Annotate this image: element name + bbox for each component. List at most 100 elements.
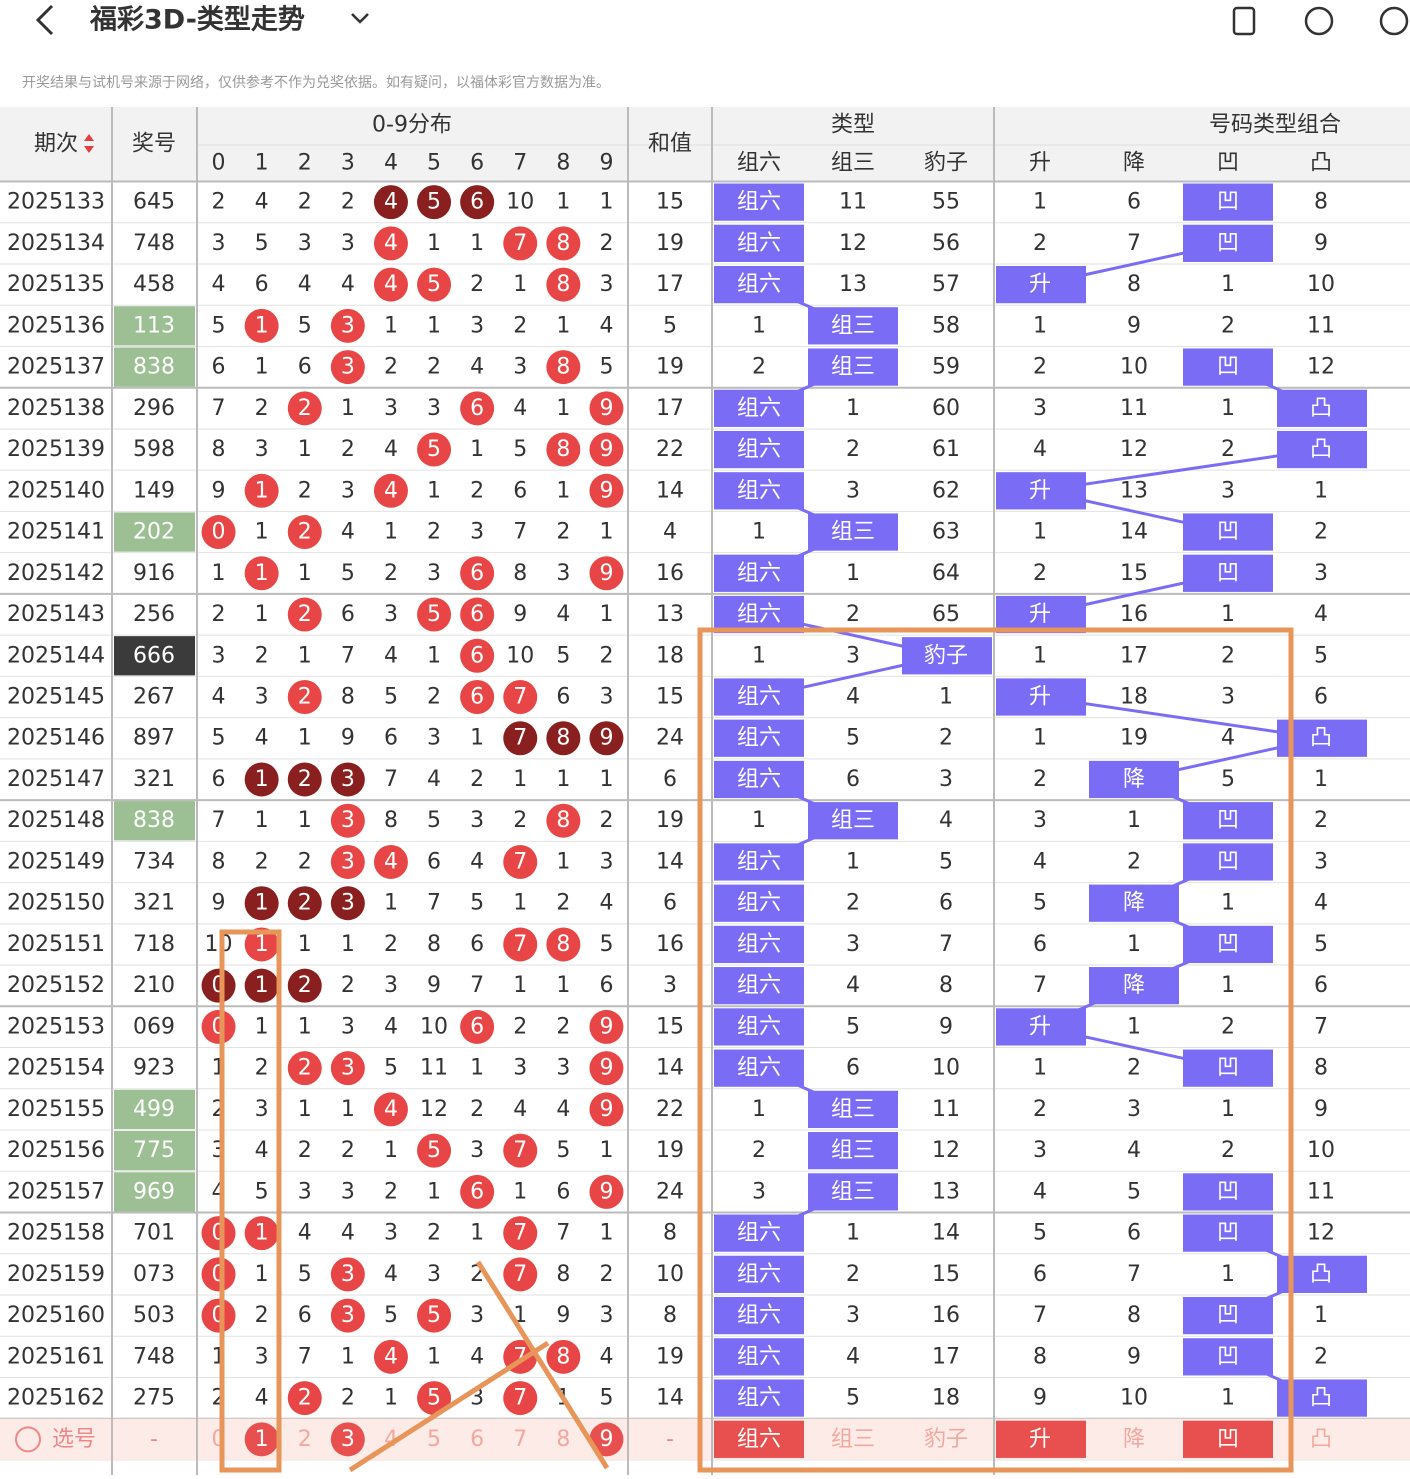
hit-digit: 4 (384, 1344, 398, 1369)
hit-ball (460, 1174, 495, 1209)
combo-cell: 凹 (1217, 1179, 1239, 1204)
column-header: 凸 (1310, 151, 1332, 176)
settings-icon[interactable] (1379, 6, 1409, 36)
combo-cell: 10 (1120, 1386, 1148, 1411)
hit-digit: 5 (427, 190, 441, 215)
omission: 6 (341, 602, 355, 627)
hit-ball (460, 391, 495, 426)
number: 775 (133, 1138, 175, 1163)
combo-cell: 4 (1033, 1179, 1047, 1204)
period: 2025145 (7, 685, 105, 710)
highlight-cell (1183, 224, 1273, 262)
sum: 19 (656, 1138, 684, 1163)
highlight-cell (808, 802, 898, 840)
number: 458 (133, 272, 175, 297)
sum: 6 (663, 767, 677, 792)
combo-cell: 凸 (1310, 396, 1332, 421)
omission: 3 (212, 643, 226, 668)
omission: 9 (341, 726, 355, 751)
hit-ball (287, 968, 322, 1003)
combo-cell: 11 (1120, 396, 1148, 421)
hit-ball (244, 886, 279, 921)
omission: 1 (255, 602, 269, 627)
omission: 2 (341, 190, 355, 215)
hit-ball (287, 515, 322, 550)
combo-cell: 7 (1033, 973, 1047, 998)
sort-icon (84, 134, 94, 153)
combo-cell: 凸 (1310, 1386, 1332, 1411)
type-cell: 58 (932, 313, 960, 338)
hit-ball (589, 1051, 624, 1086)
highlight-cell (808, 1090, 898, 1129)
hit-ball (330, 844, 365, 879)
hit-digit: 8 (556, 932, 570, 957)
highlight-cell (1277, 430, 1367, 469)
combo-cell: 10 (1120, 355, 1148, 380)
select-ball (330, 1422, 365, 1457)
hit-ball (201, 1216, 236, 1251)
combo-cell: 4 (1033, 849, 1047, 874)
combo-cell: 4 (1033, 437, 1047, 462)
highlight-cell (808, 1132, 898, 1170)
hit-ball (417, 267, 452, 302)
hit-digit: 9 (599, 1097, 613, 1122)
column-header: 升 (1029, 151, 1051, 176)
omission: 2 (255, 1056, 269, 1081)
hit-digit: 5 (427, 1138, 441, 1163)
annotation-box (697, 627, 1294, 1473)
hit-ball (287, 597, 322, 632)
sum: 6 (663, 891, 677, 916)
hit-digit: 7 (513, 726, 527, 751)
number: 073 (133, 1262, 175, 1287)
combo-cell: 7 (1314, 1014, 1328, 1039)
select-option: 豹子 (924, 1427, 968, 1452)
hit-digit: 6 (470, 190, 484, 215)
sum: 15 (656, 685, 684, 710)
period: 2025162 (7, 1386, 105, 1411)
highlight-cell (714, 472, 804, 510)
hit-ball (201, 1298, 236, 1333)
highlight-cell (1277, 389, 1367, 427)
omission: 1 (470, 726, 484, 751)
back-icon[interactable] (35, 4, 54, 36)
period: 2025137 (7, 355, 105, 380)
omission: 4 (255, 190, 269, 215)
omission: 1 (384, 891, 398, 916)
omission: 5 (599, 1386, 613, 1411)
combo-cell: 13 (1120, 478, 1148, 503)
omission: 3 (599, 1303, 613, 1328)
omission: 5 (599, 355, 613, 380)
layout-icon[interactable] (1232, 6, 1256, 36)
omission: 1 (384, 1386, 398, 1411)
hit-digit: 1 (255, 1221, 269, 1246)
omission: 2 (599, 643, 613, 668)
sum: 15 (656, 190, 684, 215)
hit-digit: 4 (384, 272, 398, 297)
hit-ball (244, 762, 279, 797)
omission: 6 (427, 849, 441, 874)
highlight-cell (1183, 183, 1273, 221)
dropdown-icon[interactable] (351, 13, 369, 24)
combo-cell: 7 (1033, 1303, 1047, 1328)
select-digit: 7 (513, 1427, 527, 1452)
column-header: 7 (513, 151, 527, 176)
hit-digit: 7 (513, 932, 527, 957)
hit-ball (417, 185, 452, 220)
hit-digit: 4 (384, 849, 398, 874)
highlight-cell (714, 554, 804, 592)
omission: 6 (298, 355, 312, 380)
period: 2025134 (7, 231, 105, 256)
combo-cell: 凸 (1310, 1262, 1332, 1287)
column-header: 0 (212, 151, 226, 176)
omission: 1 (599, 602, 613, 627)
omission: 5 (427, 808, 441, 833)
omission: 7 (341, 643, 355, 668)
omission: 2 (298, 478, 312, 503)
type-cell: 3 (846, 1303, 860, 1328)
combo-cell: 1 (1033, 726, 1047, 751)
share-icon[interactable] (1304, 6, 1334, 36)
type-cell: 组六 (737, 1056, 781, 1081)
combo-cell: 2 (1221, 313, 1235, 338)
omission: 1 (255, 355, 269, 380)
